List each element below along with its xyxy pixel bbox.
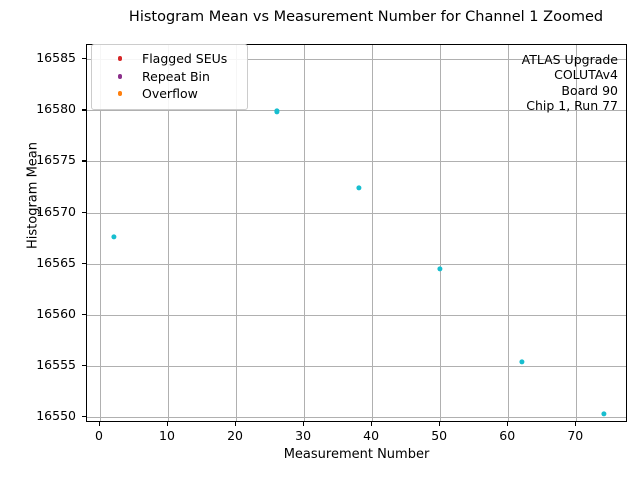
y-axis-tick	[82, 160, 86, 162]
gridline-vertical	[508, 45, 510, 421]
x-axis-tick	[439, 422, 441, 426]
y-axis-tick	[82, 313, 86, 315]
y-axis-tick-label: 16555	[36, 356, 76, 372]
annotation-line: Chip 1, Run 77	[526, 98, 618, 114]
legend-label: Flagged SEUs	[142, 51, 228, 67]
x-axis-tick-label: 40	[363, 428, 380, 443]
legend-swatch	[117, 73, 123, 79]
x-axis-tick-label: 20	[227, 428, 243, 443]
legend-entry[interactable]: Flagged SEUs	[98, 50, 241, 68]
gridline-vertical	[236, 45, 238, 421]
y-axis-tick	[82, 58, 86, 60]
gridline-horizontal	[87, 416, 626, 418]
y-axis-tick-label: 16550	[36, 407, 76, 423]
annotation-line: ATLAS Upgrade	[521, 52, 618, 67]
chart-title: Histogram Mean vs Measurement Number for…	[128, 9, 604, 25]
x-axis-tick	[166, 422, 169, 426]
x-axis-tick-label: 50	[431, 428, 448, 443]
gridline-vertical	[304, 45, 306, 421]
legend-label: Overflow	[142, 86, 198, 102]
data-point	[110, 234, 117, 240]
y-axis-tick	[82, 364, 86, 366]
gridline-vertical	[372, 45, 374, 421]
x-axis-tick	[98, 422, 101, 426]
legend-label: Repeat Bin	[142, 68, 210, 84]
y-axis-tick	[82, 211, 86, 213]
gridline-horizontal	[87, 161, 626, 163]
data-point	[274, 108, 280, 114]
y-axis-tick-label: 16580	[36, 101, 76, 117]
y-axis-tick-label: 16575	[36, 152, 76, 168]
legend-box: Flagged SEUs Repeat Bin Overflow	[91, 44, 248, 110]
x-axis-tick-label: 10	[159, 428, 175, 443]
gridline-horizontal	[87, 212, 626, 214]
gridline-vertical	[576, 45, 578, 421]
y-axis-tick-label: 16585	[36, 50, 76, 66]
gridline-vertical	[99, 45, 101, 421]
x-axis-tick-label: 70	[567, 428, 584, 443]
gridline-vertical	[167, 45, 169, 421]
gridline-horizontal	[87, 59, 626, 61]
gridline-horizontal	[87, 314, 626, 316]
x-axis-tick-label: 60	[499, 428, 516, 443]
y-axis-tick-label: 16560	[36, 305, 76, 321]
legend-marker-dot-icon	[98, 56, 142, 62]
legend-entry[interactable]: Overflow	[98, 85, 241, 103]
gridline-horizontal	[87, 263, 626, 265]
y-axis-tick-label: 16565	[36, 254, 76, 270]
data-point	[437, 266, 443, 272]
gridline-vertical	[440, 45, 442, 421]
annotation-line: COLUTAv4	[554, 67, 618, 83]
y-axis-tick	[82, 262, 86, 264]
legend-swatch	[117, 56, 123, 62]
x-axis-tick	[371, 422, 373, 426]
legend-marker-dot-icon	[98, 91, 142, 97]
annotation-line: Board 90	[561, 82, 618, 98]
y-axis-tick	[82, 109, 86, 111]
x-axis-tick	[235, 422, 237, 426]
gridline-horizontal	[87, 365, 626, 367]
x-axis-tick-label: 30	[295, 428, 312, 443]
y-axis-label: Histogram Mean	[25, 142, 41, 249]
annotation-text: ATLAS Upgrade COLUTAv4 Board 90 Chip 1, Run…	[522, 52, 618, 114]
x-axis-tick-label: 0	[94, 428, 103, 443]
data-point	[355, 185, 362, 191]
x-axis-tick	[507, 422, 509, 426]
x-axis-tick	[303, 422, 305, 426]
y-axis-tick	[82, 415, 86, 417]
x-axis-label: Measurement Number	[283, 447, 430, 462]
legend-swatch	[117, 91, 123, 97]
y-axis-tick-label: 16570	[36, 203, 76, 219]
data-point	[519, 359, 525, 365]
x-axis-tick	[575, 422, 577, 426]
data-point	[600, 411, 607, 417]
legend-entry[interactable]: Repeat Bin	[98, 68, 241, 86]
legend-marker-dot-icon	[98, 73, 142, 79]
gridline-horizontal	[87, 110, 626, 112]
